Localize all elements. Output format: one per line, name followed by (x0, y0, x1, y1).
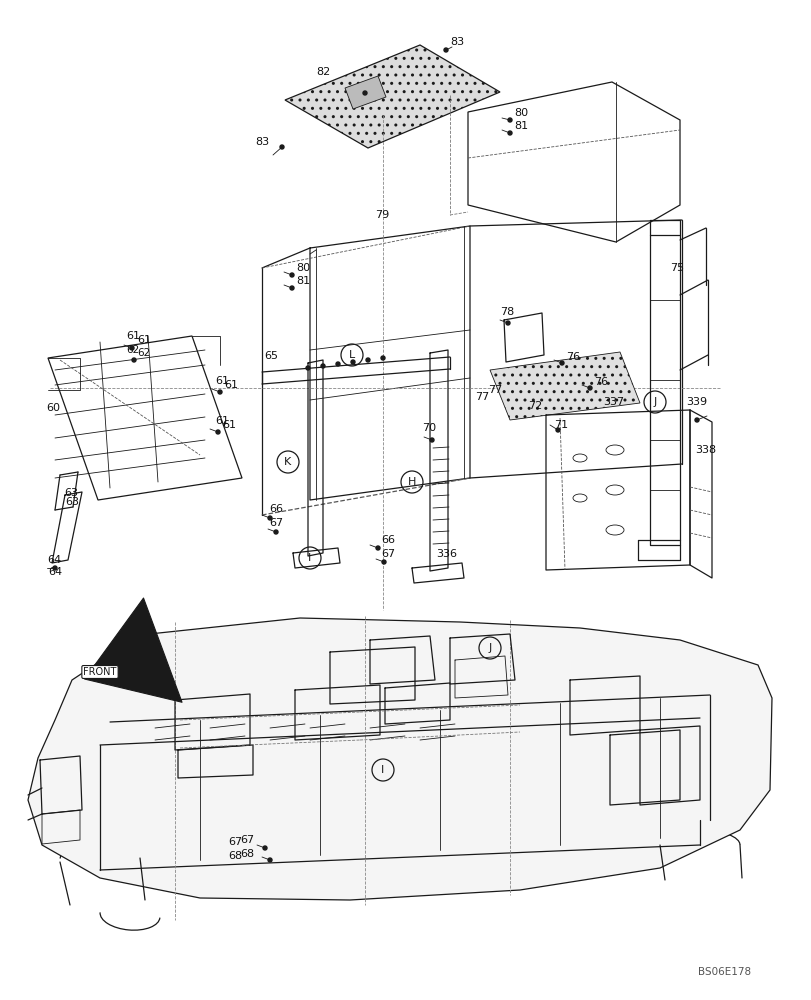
Circle shape (336, 362, 340, 366)
Circle shape (263, 846, 267, 850)
Circle shape (290, 286, 294, 290)
Polygon shape (28, 618, 771, 900)
Text: 81: 81 (296, 276, 310, 286)
Text: 79: 79 (375, 210, 388, 220)
Circle shape (366, 358, 370, 362)
Circle shape (363, 91, 367, 95)
Polygon shape (285, 45, 500, 148)
Text: L: L (349, 350, 354, 360)
Text: 77: 77 (474, 392, 489, 402)
Text: 71: 71 (553, 420, 568, 430)
Text: 66: 66 (380, 535, 394, 545)
Circle shape (280, 145, 284, 149)
Text: 76: 76 (594, 377, 607, 387)
Text: 61: 61 (215, 416, 229, 426)
Circle shape (350, 360, 354, 364)
Text: 63: 63 (64, 488, 78, 498)
Circle shape (508, 118, 512, 122)
Text: 61: 61 (215, 376, 229, 386)
Text: 65: 65 (264, 351, 277, 361)
Text: 77: 77 (487, 385, 502, 395)
Text: 337: 337 (603, 397, 624, 407)
Circle shape (130, 346, 134, 350)
Text: 80: 80 (296, 263, 310, 273)
Text: 67: 67 (380, 549, 395, 559)
Circle shape (380, 356, 384, 360)
Text: 336: 336 (436, 549, 457, 559)
Text: 67: 67 (268, 518, 283, 528)
Text: 63: 63 (65, 497, 79, 507)
Text: 70: 70 (422, 423, 436, 433)
Circle shape (381, 560, 385, 564)
Text: 61: 61 (221, 420, 236, 430)
Polygon shape (345, 76, 385, 109)
Text: 83: 83 (449, 37, 464, 47)
Text: 61: 61 (224, 380, 238, 390)
Text: 81: 81 (513, 121, 527, 131)
Text: 60: 60 (46, 403, 60, 413)
Circle shape (560, 361, 564, 365)
Text: 76: 76 (565, 352, 579, 362)
Text: H: H (407, 477, 416, 487)
Circle shape (587, 386, 591, 390)
Text: I: I (308, 553, 311, 563)
Text: 78: 78 (500, 307, 513, 317)
Polygon shape (489, 352, 639, 420)
Circle shape (217, 390, 221, 394)
Text: 75: 75 (669, 263, 684, 273)
Circle shape (132, 358, 135, 362)
Text: 72: 72 (527, 401, 542, 411)
Circle shape (508, 131, 512, 135)
Text: I: I (381, 765, 384, 775)
Circle shape (273, 530, 277, 534)
Circle shape (556, 428, 560, 432)
Text: K: K (284, 457, 291, 467)
Text: 82: 82 (315, 67, 330, 77)
Circle shape (306, 366, 310, 370)
Circle shape (505, 321, 509, 325)
Text: 64: 64 (47, 555, 61, 565)
Circle shape (694, 418, 698, 422)
Text: 62: 62 (126, 345, 139, 355)
Text: 67: 67 (240, 835, 254, 845)
Text: 64: 64 (48, 567, 62, 577)
Circle shape (375, 546, 380, 550)
Circle shape (444, 48, 448, 52)
Circle shape (268, 516, 272, 520)
Circle shape (320, 364, 324, 368)
Text: J: J (487, 643, 491, 653)
Circle shape (430, 438, 433, 442)
Text: 338: 338 (694, 445, 715, 455)
Text: 83: 83 (255, 137, 268, 147)
Text: 62: 62 (137, 348, 150, 358)
Circle shape (290, 273, 294, 277)
Circle shape (216, 430, 220, 434)
Text: 80: 80 (513, 108, 527, 118)
Text: FRONT: FRONT (84, 667, 117, 677)
Text: BS06E178: BS06E178 (697, 967, 750, 977)
Text: 339: 339 (685, 397, 706, 407)
Circle shape (268, 858, 272, 862)
Text: 66: 66 (268, 504, 283, 514)
Text: 67: 67 (228, 837, 242, 847)
Circle shape (53, 566, 57, 570)
Text: 61: 61 (137, 335, 151, 345)
Text: 68: 68 (240, 849, 254, 859)
Text: 61: 61 (126, 331, 139, 341)
Text: J: J (653, 397, 656, 407)
Text: 68: 68 (228, 851, 242, 861)
